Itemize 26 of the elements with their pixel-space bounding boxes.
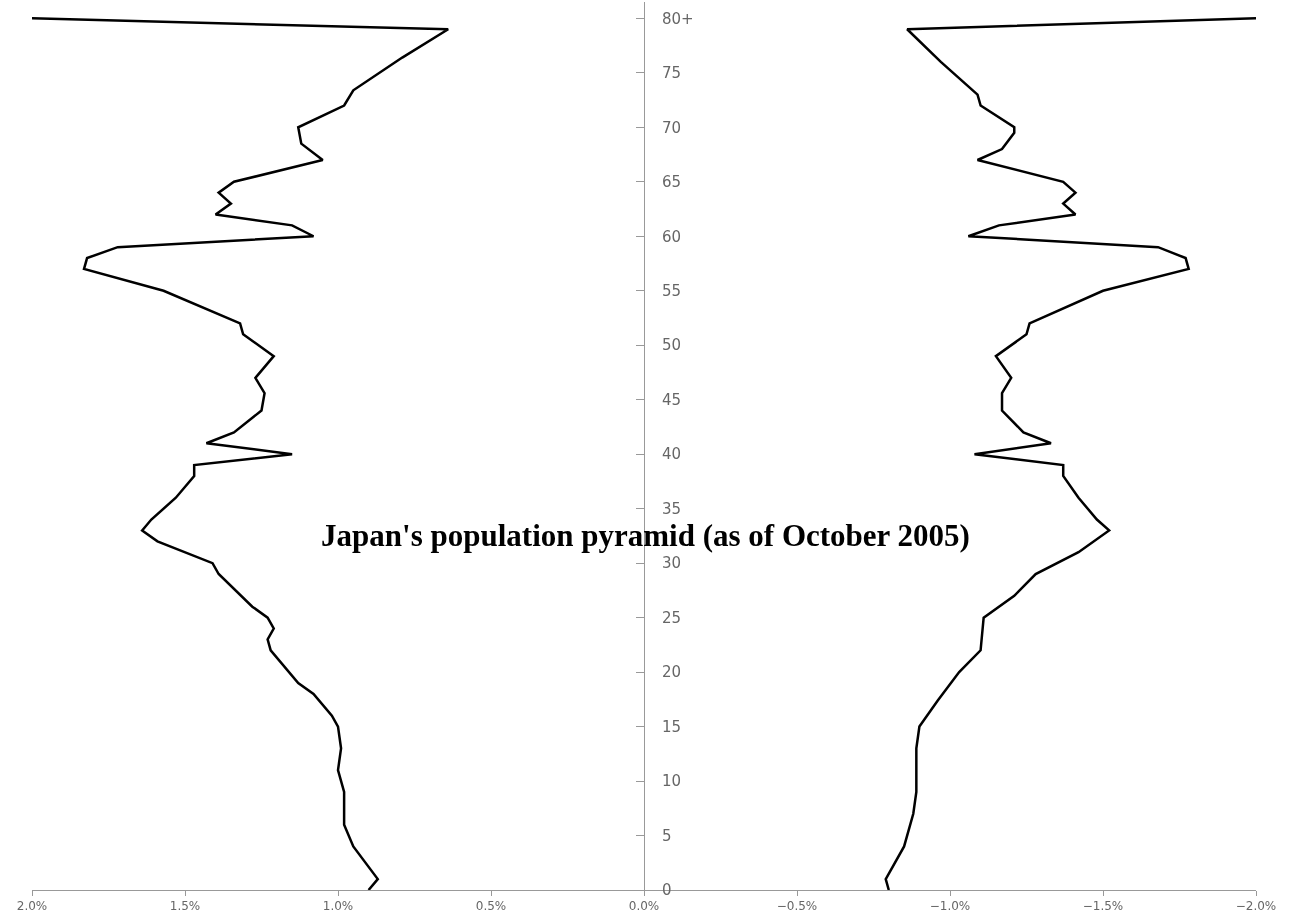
y-tick-label: 45 [662, 390, 682, 409]
y-tick-label: 80+ [662, 9, 694, 28]
x-tick-label: 0.0% [628, 899, 660, 914]
y-tick-label: 30 [662, 554, 682, 573]
y-tick-label: 60 [662, 227, 682, 246]
y-tick-label: 5 [662, 826, 672, 845]
x-tick-label: 0.5% [475, 899, 507, 914]
y-tick-label: 75 [662, 64, 682, 83]
x-tick-label: −1.5% [1082, 899, 1124, 914]
y-tick-label: 40 [662, 445, 682, 464]
y-tick-label: 65 [662, 173, 682, 192]
y-tick-label: 70 [662, 118, 682, 137]
x-tick-label: 1.5% [169, 899, 201, 914]
x-tick-label: 1.0% [322, 899, 354, 914]
y-tick-label: 20 [662, 663, 682, 682]
text: Japan's population pyramid (as of October 2005) [321, 517, 970, 553]
y-tick-label: 10 [662, 772, 682, 791]
y-tick-label: 15 [662, 717, 682, 736]
x-tick-label: −0.5% [776, 899, 818, 914]
x-tick-label: −2.0% [1235, 899, 1277, 914]
y-tick-label: 35 [662, 499, 682, 518]
y-tick-label: 50 [662, 336, 682, 355]
x-tick-label: 2.0% [16, 899, 48, 914]
x-tick-label: −1.0% [929, 899, 971, 914]
y-tick-label: 25 [662, 608, 682, 627]
y-tick-label: 55 [662, 281, 682, 300]
